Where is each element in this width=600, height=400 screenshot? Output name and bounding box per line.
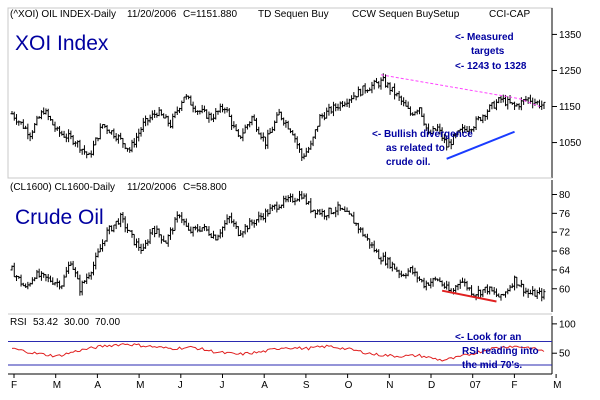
xoi-symbol-label: (^XOI) OIL INDEX-Daily [10,9,116,20]
xoi-y-tick-label: 1350 [559,30,582,41]
xoi-y-tick-label: 1250 [559,66,582,77]
x-month-label: M [53,380,61,391]
x-month-label: A [94,380,101,391]
crude-y-tick-label: 72 [559,228,571,239]
xoi-date-label: 11/20/2006 [127,9,177,20]
divergence-note-3: crude oil. [386,157,431,168]
xoi-price-bars [10,73,546,161]
divergence-line [441,289,497,303]
x-month-label: 07 [470,380,482,391]
x-month-label: F [511,380,517,391]
rsi-y-tick-label: 100 [559,319,576,330]
annotation-lines [380,74,540,303]
resistance-trendline [380,74,540,107]
measured-targets-note-2: targets [471,46,505,57]
td-sequen-buy-label: TD Sequen Buy [258,9,329,20]
support-trendline [446,130,515,160]
x-month-label: J [178,380,183,391]
source-label: CCI-CAP [489,9,530,20]
divergence-note-1: <- Bullish divergence [372,129,473,140]
xoi-y-tick-label: 1150 [559,102,581,113]
xoi-title: XOI Index [15,32,109,55]
rsi-line [11,343,545,362]
rsi-note-2: RSI reading into [462,346,539,357]
crude-close-label: C=58.800 [183,182,227,193]
crude-y-tick-label: 60 [559,284,571,295]
axis-ticks: 1050 1150 1250 1350 60 64 68 72 76 80 50 100 F M A M J J A… [11,30,582,391]
xoi-close-label: C=1151.880 [183,9,237,20]
crude-y-tick-label: 64 [559,265,571,276]
crude-price-bars [10,190,546,302]
measured-targets-note-3: <- 1243 to 1328 [455,61,527,72]
x-month-label: A [261,380,268,391]
rsi-y-tick-label: 50 [559,349,571,360]
crude-symbol-label: (CL1600) CL1600-Daily [10,182,115,193]
crude-y-tick-label: 76 [559,209,571,220]
rsi-value-3: 70.00 [95,317,120,328]
rsi-note-1: <- Look for an [455,332,521,343]
x-month-label: D [428,380,435,391]
rsi-value-1: 53.42 [33,317,58,328]
x-month-label: M [553,380,561,391]
rsi-label: RSI [10,317,27,328]
x-month-label: O [345,380,353,391]
ccw-sequen-label: CCW Sequen BuySetup [352,9,460,20]
crude-title: Crude Oil [15,206,104,229]
crude-y-tick-label: 68 [559,247,571,258]
x-month-label: N [386,380,393,391]
xoi-y-tick-label: 1050 [559,138,582,149]
crude-y-tick-label: 80 [559,190,571,201]
x-month-label: M [136,380,144,391]
rsi-plot [8,340,552,366]
rsi-note-3: the mid 70's. [462,360,522,371]
x-month-label: J [220,380,225,391]
x-month-label: F [11,380,17,391]
divergence-note-2: as related to [386,143,445,154]
rsi-value-2: 30.00 [64,317,89,328]
measured-targets-note-1: <- Measured [455,32,514,43]
x-month-label: S [303,380,310,391]
crude-date-label: 11/20/2006 [127,182,177,193]
